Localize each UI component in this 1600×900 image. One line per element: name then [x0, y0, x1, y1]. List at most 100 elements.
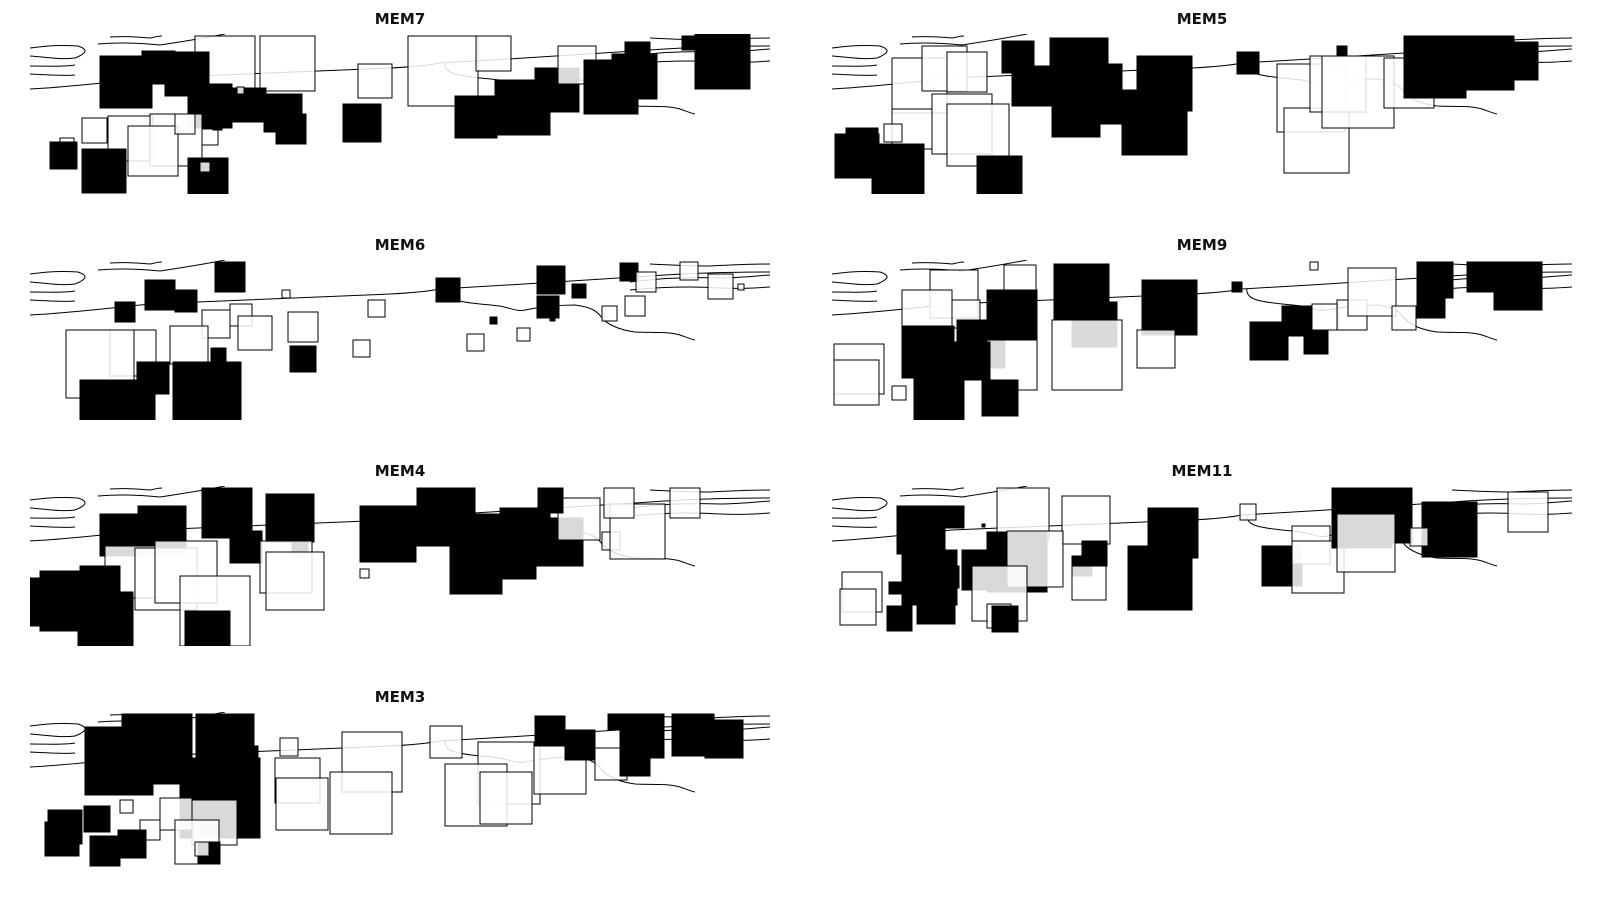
- positive-site-square: [1336, 45, 1348, 57]
- coastline-line: [911, 35, 965, 39]
- positive-site-square: [342, 103, 382, 143]
- coastline-map: [30, 486, 770, 646]
- coastline-line: [30, 73, 76, 76]
- positive-site-square: [210, 347, 227, 364]
- negative-site-square: [635, 271, 657, 293]
- negative-site-square: [1051, 319, 1123, 391]
- positive-site-square: [976, 155, 1023, 194]
- positive-site-square: [936, 565, 960, 589]
- positive-site-square: [681, 35, 697, 51]
- coastline-line: [30, 271, 770, 316]
- negative-site-square: [201, 128, 219, 146]
- negative-site-square: [352, 339, 371, 358]
- coastline: [30, 260, 770, 341]
- positive-site-square: [212, 120, 223, 131]
- positive-site-square: [164, 51, 210, 97]
- positive-site-square: [1303, 329, 1329, 355]
- coastline-map: [30, 712, 770, 867]
- negative-site-square: [259, 35, 316, 92]
- positive-site-square: [619, 713, 665, 759]
- negative-site-square: [1409, 527, 1429, 547]
- negative-site-square: [603, 487, 635, 519]
- negative-site-square: [946, 51, 988, 93]
- positive-site-square: [1121, 89, 1188, 156]
- positive-site-square: [77, 591, 134, 646]
- negative-site-square: [624, 295, 646, 317]
- coastline-line: [30, 496, 86, 512]
- negative-site-square: [601, 305, 618, 322]
- negative-site-square: [479, 771, 533, 825]
- panel-title: MEM7: [374, 10, 426, 28]
- negative-site-square: [1347, 267, 1397, 317]
- negative-site-square: [275, 777, 329, 831]
- negative-site-square: [891, 385, 907, 401]
- site-squares: [839, 487, 1549, 633]
- coastline-line: [30, 525, 76, 528]
- coastline-map: [832, 34, 1572, 194]
- coastline-line: [911, 487, 965, 491]
- negative-site-square: [833, 359, 880, 406]
- positive-site-square: [187, 83, 233, 129]
- positive-site-square: [229, 530, 263, 564]
- negative-site-square: [1239, 503, 1257, 521]
- map-panel-mem11: MEM11: [832, 460, 1572, 670]
- coastline-line: [97, 260, 226, 272]
- negative-site-square: [557, 497, 601, 541]
- positive-site-square: [991, 605, 1019, 633]
- negative-site-square: [466, 333, 485, 352]
- negative-site-square: [367, 299, 386, 318]
- positive-site-square: [1127, 545, 1193, 611]
- coastline-line: [911, 261, 965, 265]
- positive-site-square: [871, 143, 925, 194]
- coastline-line: [832, 525, 878, 528]
- site-squares: [30, 487, 701, 646]
- positive-site-square: [359, 505, 417, 563]
- coastline-line: [30, 722, 86, 738]
- site-squares: [833, 261, 1543, 420]
- negative-site-square: [359, 568, 370, 579]
- negative-site-square: [1309, 261, 1319, 271]
- negative-site-square: [281, 289, 291, 299]
- negative-site-square: [679, 261, 699, 281]
- site-squares: [49, 34, 751, 194]
- panel-title: MEM6: [374, 236, 426, 254]
- positive-site-square: [916, 585, 956, 625]
- map-panel-mem4: MEM4: [30, 460, 770, 670]
- coastline-map: [832, 260, 1572, 420]
- positive-site-square: [489, 316, 498, 325]
- positive-site-square: [534, 715, 566, 747]
- positive-site-square: [1403, 35, 1467, 99]
- positive-site-square: [1249, 321, 1289, 361]
- positive-site-square: [704, 719, 744, 759]
- negative-site-square: [127, 125, 179, 177]
- positive-site-square: [1493, 261, 1543, 311]
- coastline-line: [109, 35, 163, 39]
- positive-site-square: [941, 505, 965, 529]
- positive-site-square: [79, 379, 156, 420]
- panel-title: MEM11: [1171, 462, 1233, 480]
- coastline-line: [832, 516, 878, 519]
- negative-site-square: [1136, 329, 1176, 369]
- coastline-line: [109, 261, 163, 265]
- negative-site-square: [169, 325, 209, 365]
- positive-site-square: [184, 610, 231, 646]
- negative-site-square: [737, 283, 745, 291]
- negative-site-square: [475, 35, 512, 72]
- negative-site-square: [429, 725, 463, 759]
- positive-site-square: [454, 95, 498, 139]
- positive-site-square: [81, 148, 127, 194]
- coastline-line: [899, 34, 1028, 46]
- coastline-line: [649, 489, 770, 493]
- coastline-line: [30, 64, 76, 67]
- positive-site-square: [1466, 261, 1498, 293]
- coastline-line: [30, 299, 76, 302]
- positive-site-square: [913, 377, 965, 420]
- positive-site-square: [265, 493, 315, 543]
- coastline-line: [30, 751, 76, 754]
- positive-site-square: [114, 301, 136, 323]
- negative-site-square: [199, 161, 211, 173]
- positive-site-square: [564, 729, 596, 761]
- positive-site-square: [896, 505, 946, 555]
- positive-site-square: [172, 361, 242, 420]
- negative-site-square: [357, 63, 393, 99]
